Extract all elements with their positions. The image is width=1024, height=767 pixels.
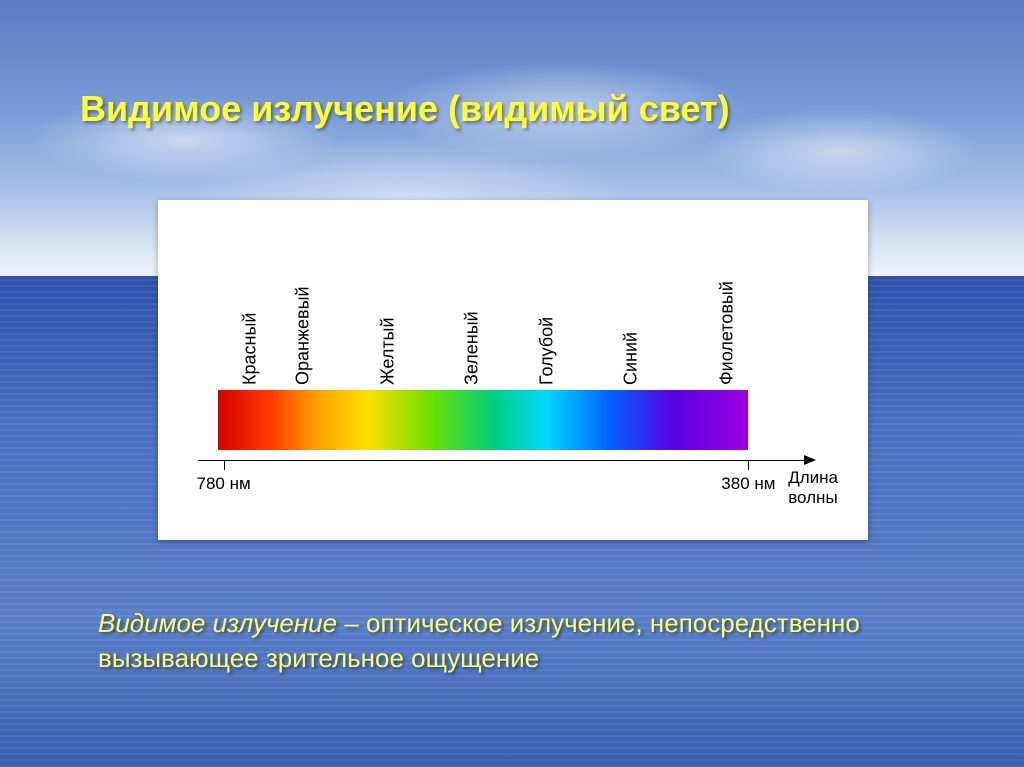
color-labels-strip: Красный Оранжевый Желтый Зеленый Голубой Сини…	[218, 220, 748, 385]
color-label: Желтый	[377, 317, 398, 385]
spectrum-panel: Красный Оранжевый Желтый Зеленый Голубой Сини…	[158, 200, 868, 540]
spectrum-bar-wrap	[218, 390, 748, 450]
color-label: Фиолетовый	[716, 281, 737, 385]
axis-tick-label: 780 нм	[197, 474, 251, 494]
wavelength-axis: 780 нм 380 нм Длина волны	[198, 460, 838, 510]
axis-tick-label: 380 нм	[721, 474, 775, 494]
axis-title-line2: волны	[788, 488, 837, 507]
color-label: Зеленый	[462, 311, 483, 385]
axis-line	[198, 460, 808, 461]
definition-text: Видимое излучение – оптическое излучение…	[98, 606, 944, 676]
color-label: Оранжевый	[292, 286, 313, 385]
slide-title: Видимое излучение (видимый свет)	[80, 88, 944, 130]
axis-tick	[748, 460, 749, 470]
axis-arrow-icon	[804, 455, 816, 465]
definition-term: Видимое излучение	[98, 608, 337, 638]
color-label: Красный	[239, 313, 260, 385]
color-label: Голубой	[536, 317, 557, 385]
color-label: Синий	[621, 332, 642, 385]
axis-tick	[224, 460, 225, 470]
axis-title: Длина волны	[788, 468, 838, 509]
spectrum-bar	[218, 390, 748, 450]
axis-title-line1: Длина	[788, 468, 838, 487]
slide: Видимое излучение (видимый свет) Красный…	[0, 0, 1024, 767]
